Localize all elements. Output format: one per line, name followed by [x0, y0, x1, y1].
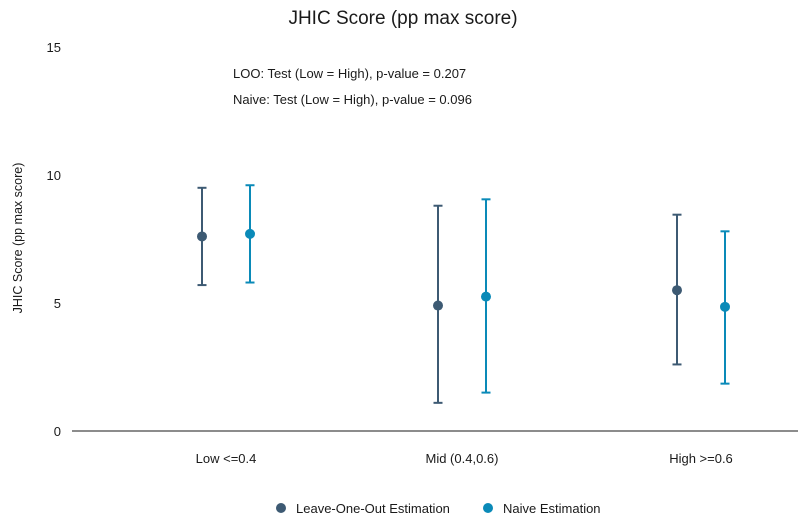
leave-one-out-estimation-errorbar [433, 204, 443, 404]
leave-one-out-estimation-errorbar [197, 186, 207, 287]
x-tick-label: Mid (0.4,0.6) [426, 451, 499, 466]
naive-estimation-errorbar [481, 198, 491, 394]
leave-one-out-estimation-errorbar [672, 213, 682, 366]
leave-one-out-estimation-point [433, 300, 443, 311]
naive-estimation-errorbar [720, 230, 730, 385]
naive-estimation-point [481, 291, 491, 302]
y-tick-label: 5 [54, 296, 61, 311]
naive-estimation-point [245, 228, 255, 239]
x-tick-label: High >=0.6 [669, 451, 733, 466]
legend-marker [483, 503, 493, 513]
y-axis-label: JHIC Score (pp max score) [11, 163, 25, 314]
naive-estimation-errorbar [245, 184, 255, 284]
x-tick-label: Low <=0.4 [196, 451, 257, 466]
error-bar-marks [197, 184, 730, 404]
annotation-naive-test: Naive: Test (Low = High), p-value = 0.09… [233, 92, 472, 107]
y-tick-label: 15 [47, 40, 61, 55]
y-axis-ticks: 0 5 10 15 [47, 40, 61, 439]
x-axis-ticks: Low <=0.4 Mid (0.4,0.6) High >=0.6 [196, 451, 733, 466]
legend: Leave-One-Out Estimation Naive Estimation [276, 501, 601, 516]
legend-label: Leave-One-Out Estimation [296, 501, 450, 516]
y-tick-label: 10 [47, 168, 61, 183]
annotation-loo-test: LOO: Test (Low = High), p-value = 0.207 [233, 66, 466, 81]
leave-one-out-estimation-point [672, 285, 682, 296]
naive-estimation-point [720, 301, 730, 312]
legend-label: Naive Estimation [503, 501, 601, 516]
chart-title: JHIC Score (pp max score) [288, 8, 517, 29]
y-tick-label: 0 [54, 424, 61, 439]
leave-one-out-estimation-point [197, 231, 207, 242]
legend-marker [276, 503, 286, 513]
